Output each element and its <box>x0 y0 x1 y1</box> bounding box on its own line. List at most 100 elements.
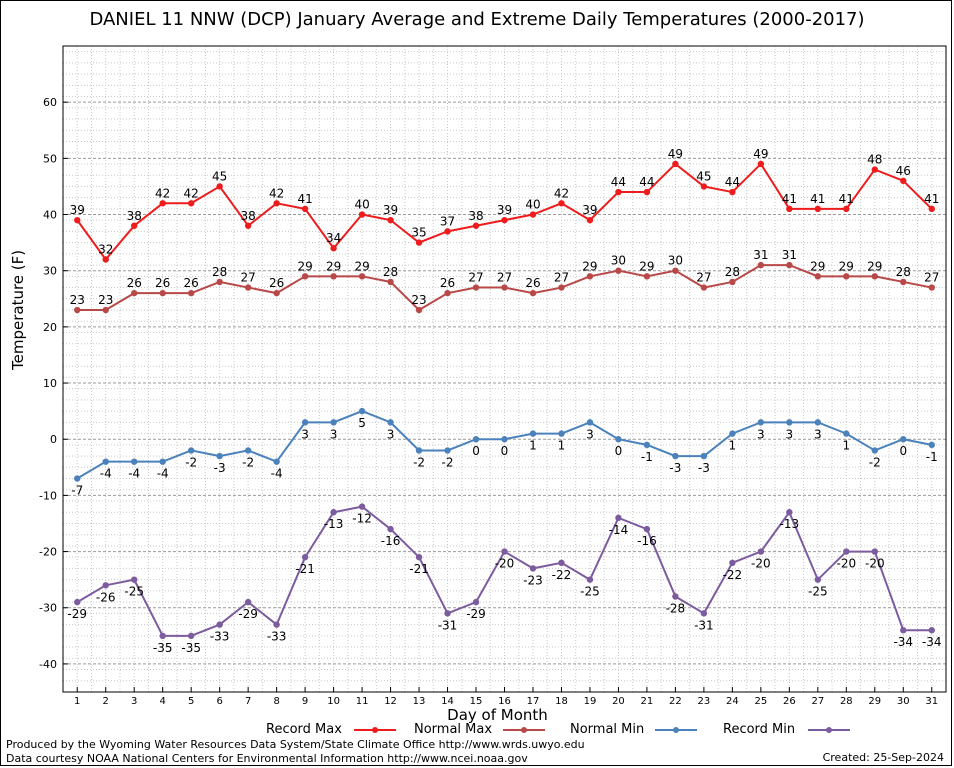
data-point <box>472 436 480 443</box>
data-label: -4 <box>157 467 169 481</box>
data-label: 29 <box>867 259 882 273</box>
data-label: -16 <box>637 534 657 548</box>
data-label: 28 <box>725 265 740 279</box>
data-point <box>843 430 850 437</box>
data-label: 29 <box>810 259 825 273</box>
y-tick-label: 10 <box>43 377 57 390</box>
legend-label-record-max: Record Max <box>266 722 342 737</box>
x-tick-label: 27 <box>811 696 824 707</box>
data-point <box>501 216 508 224</box>
data-point <box>273 458 280 465</box>
data-label: -1 <box>641 450 653 464</box>
data-point <box>928 284 935 291</box>
data-label: 27 <box>468 271 483 285</box>
data-label: 29 <box>839 259 854 273</box>
data-label: -31 <box>438 618 458 632</box>
data-label: 41 <box>839 192 854 206</box>
data-label: -2 <box>242 455 254 469</box>
legend-label-record-min: Record Min <box>723 722 796 737</box>
x-tick-label: 29 <box>868 696 881 707</box>
data-label: -31 <box>694 618 714 632</box>
data-point <box>159 458 166 465</box>
data-point <box>273 621 280 628</box>
data-point <box>358 211 366 218</box>
data-point <box>216 278 223 286</box>
data-point <box>387 216 394 224</box>
y-tick-label: 60 <box>43 96 57 109</box>
data-point <box>586 419 594 426</box>
data-point <box>672 593 679 600</box>
x-tick-label: 7 <box>245 696 251 707</box>
legend-label-normal-min: Normal Min <box>570 722 645 737</box>
data-label: -34 <box>922 635 942 649</box>
data-point <box>387 525 394 533</box>
data-label: 1 <box>729 439 737 453</box>
y-tick-label: -20 <box>39 546 57 559</box>
data-label: -7 <box>71 484 83 498</box>
data-label: 42 <box>184 186 199 200</box>
x-tick-label: 30 <box>897 696 910 707</box>
legend-swatch-record-min <box>808 727 850 733</box>
x-tick-label: 28 <box>840 696 853 707</box>
data-point <box>529 565 537 572</box>
x-tick-label: 3 <box>131 696 137 707</box>
data-point <box>187 200 195 207</box>
data-label: -20 <box>495 557 515 571</box>
data-label: 26 <box>525 276 540 290</box>
y-tick-label: 0 <box>50 433 57 446</box>
data-label: -25 <box>580 585 600 599</box>
y-tick-label: 40 <box>43 209 57 222</box>
data-point <box>615 514 622 522</box>
data-point <box>700 183 708 190</box>
data-label: -2 <box>442 455 454 469</box>
data-label: 27 <box>696 271 711 285</box>
data-point <box>900 177 907 185</box>
data-label: 3 <box>814 427 822 441</box>
data-label: 27 <box>924 271 939 285</box>
data-label: -20 <box>865 557 885 571</box>
data-label: -1 <box>926 450 938 464</box>
data-label: 28 <box>896 265 911 279</box>
data-point <box>757 160 765 168</box>
data-point <box>643 188 651 196</box>
data-label: 3 <box>301 427 309 441</box>
x-tick-label: 4 <box>160 696 166 707</box>
data-point <box>415 553 423 561</box>
data-label: 35 <box>411 226 426 240</box>
data-point <box>729 559 736 566</box>
data-point <box>643 273 651 280</box>
data-label: -22 <box>723 568 743 582</box>
data-label: 0 <box>899 444 907 458</box>
data-label: -4 <box>100 467 112 481</box>
data-point <box>74 306 81 314</box>
data-label: 29 <box>639 259 654 273</box>
data-point <box>216 621 223 628</box>
data-point <box>74 216 81 224</box>
data-point <box>501 436 508 443</box>
data-point <box>74 475 81 482</box>
data-point <box>187 289 195 297</box>
data-label: 40 <box>525 198 540 212</box>
data-label: 30 <box>611 254 626 268</box>
data-point <box>757 261 765 269</box>
data-point <box>558 284 565 291</box>
x-tick-label: 8 <box>273 696 279 707</box>
data-label: -35 <box>153 641 173 655</box>
x-tick-label: 16 <box>498 696 511 707</box>
data-label: -22 <box>552 568 572 582</box>
x-tick-label: 21 <box>641 696 654 707</box>
y-tick-label: -10 <box>39 489 57 502</box>
data-label: 5 <box>358 416 366 430</box>
data-point <box>900 436 907 443</box>
data-point <box>558 430 565 437</box>
data-point <box>700 452 708 460</box>
data-point <box>814 273 822 280</box>
data-point <box>415 239 423 246</box>
data-point <box>786 419 793 426</box>
data-label: -13 <box>324 517 344 531</box>
data-point <box>244 447 252 454</box>
data-label: -33 <box>267 630 287 644</box>
data-point <box>928 441 935 449</box>
data-label: 44 <box>725 175 740 189</box>
data-point <box>187 447 195 454</box>
